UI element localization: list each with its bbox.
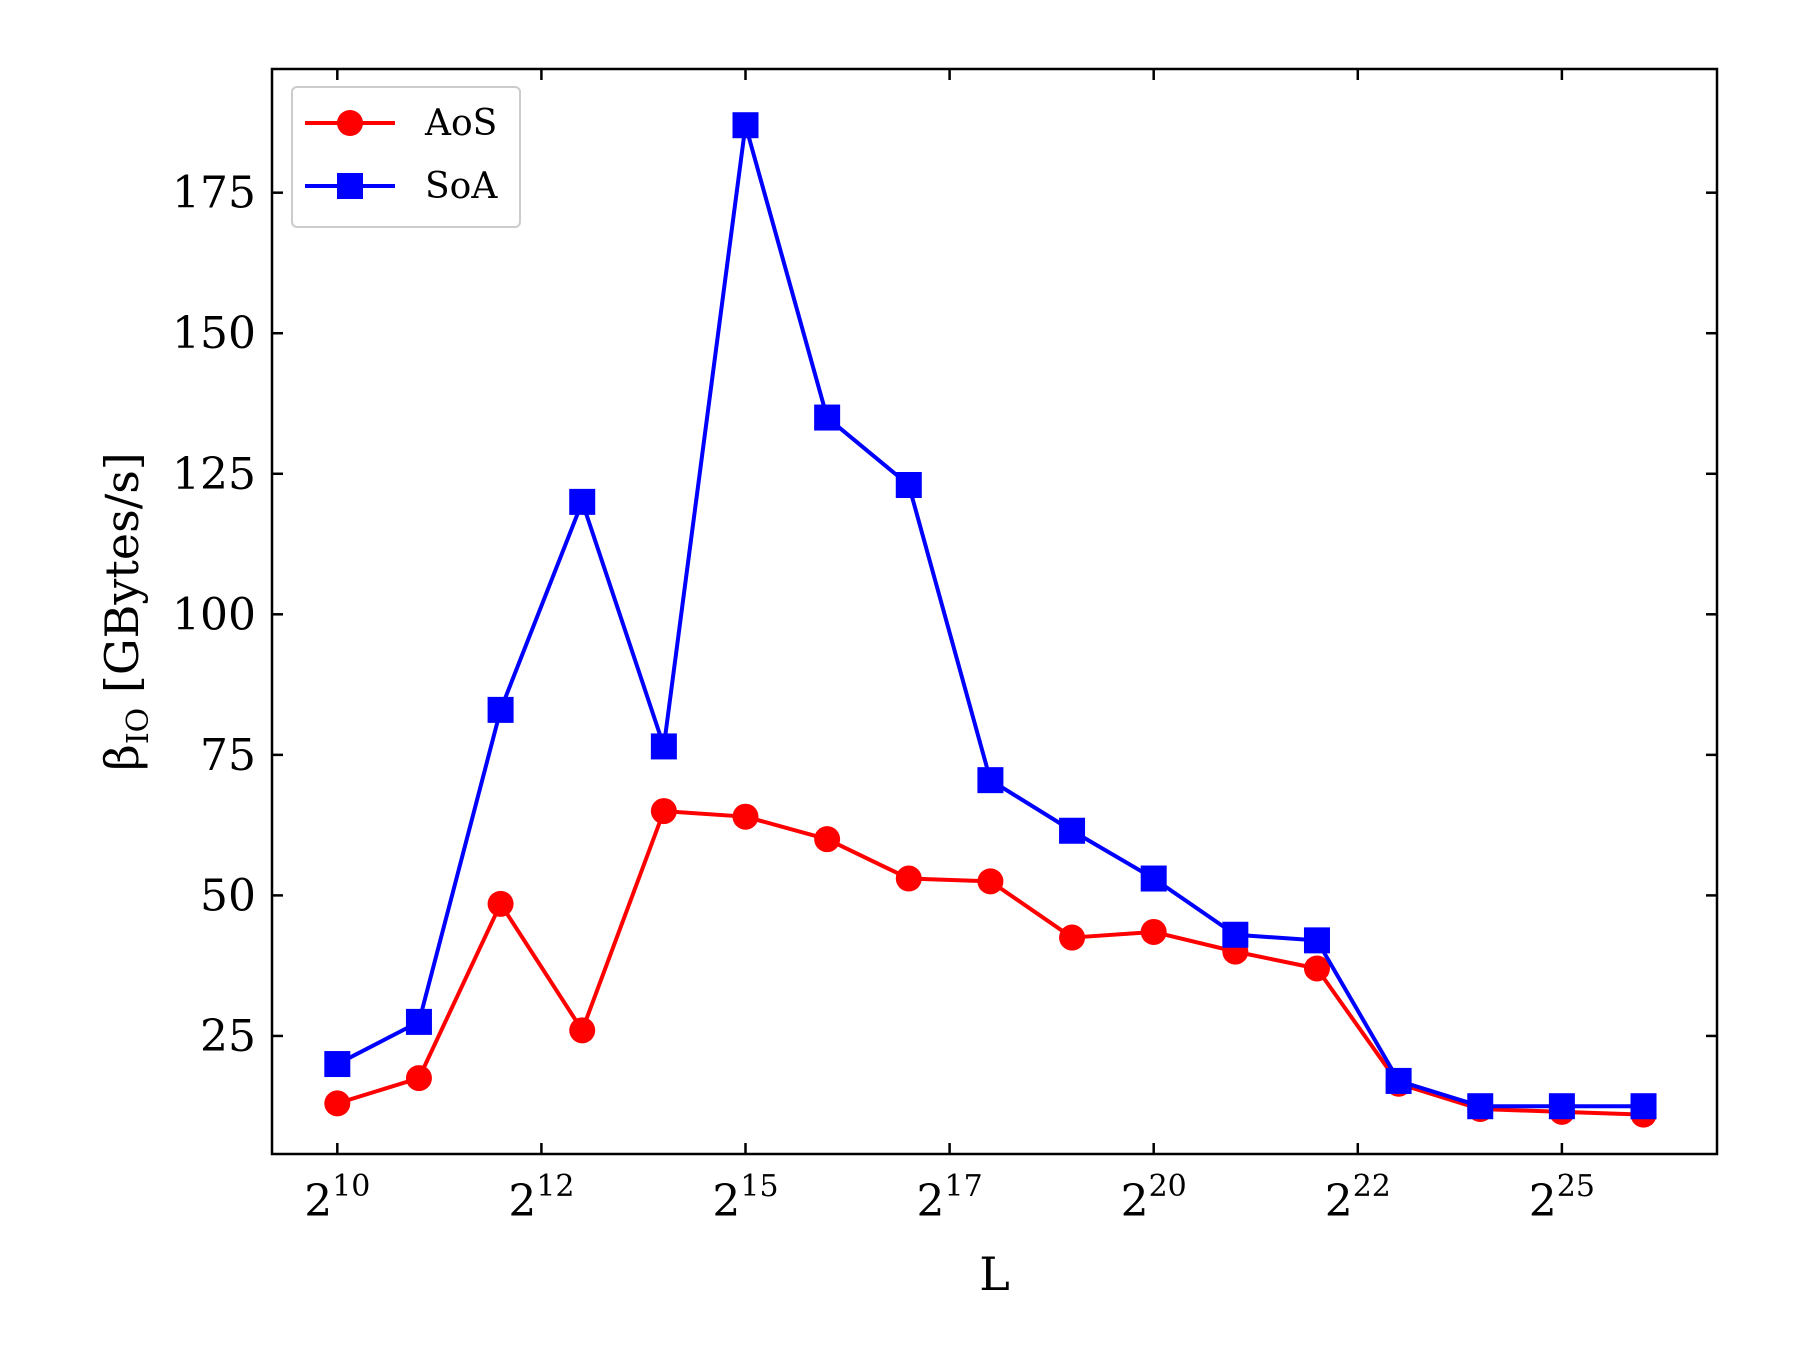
axis-ticks: 25 50 75 100 125 150 175 210 212 215 217 220 222 225: [172, 69, 1717, 1227]
data-point-soa: [487, 696, 514, 723]
y-tick-label: 75: [200, 730, 256, 781]
data-point-aos: [405, 1065, 432, 1092]
y-tick-label: 150: [172, 308, 256, 359]
data-point-soa: [324, 1051, 351, 1078]
data-point-soa: [1059, 817, 1086, 844]
y-axis-label-subscript: IO: [121, 708, 156, 744]
y-tick-label: 125: [172, 449, 256, 500]
data-point-aos: [650, 798, 677, 825]
data-point-aos: [732, 803, 759, 830]
data-point-soa: [405, 1008, 432, 1035]
data-point-aos: [977, 868, 1004, 895]
data-point-aos: [814, 826, 841, 853]
legend-marker-soa: [337, 173, 363, 199]
data-series: [324, 112, 1657, 1128]
y-axis-label-unit: [GBytes/s]: [95, 452, 149, 707]
data-point-soa: [1548, 1093, 1575, 1120]
data-point-soa: [1303, 927, 1330, 954]
legend: AoS SoA: [291, 86, 521, 228]
x-tick-label: 215: [712, 1169, 778, 1227]
data-point-soa: [1222, 921, 1249, 948]
data-point-soa: [895, 472, 922, 499]
data-point-soa: [814, 404, 841, 431]
data-point-soa: [569, 488, 596, 515]
x-tick-label: 220: [1121, 1169, 1187, 1227]
y-tick-label: 175: [172, 168, 256, 219]
data-point-soa: [1467, 1093, 1494, 1120]
series-aos: [324, 798, 1657, 1128]
data-point-soa: [977, 767, 1004, 794]
x-tick-label: 210: [304, 1169, 370, 1227]
data-point-aos: [569, 1017, 596, 1044]
y-axis-label-symbol: β: [95, 744, 149, 771]
y-tick-label: 50: [200, 870, 256, 921]
series-line-aos: [336, 809, 1644, 1117]
series-soa: [324, 112, 1657, 1120]
y-tick-label: 100: [172, 589, 256, 640]
data-point-aos: [324, 1090, 351, 1117]
x-tick-label: 217: [917, 1169, 983, 1227]
data-point-aos: [1059, 924, 1086, 951]
legend-label-aos: AoS: [424, 103, 497, 144]
x-tick-label: 222: [1325, 1169, 1391, 1227]
y-tick-label: 25: [200, 1011, 256, 1062]
legend-label-soa: SoA: [425, 166, 498, 207]
data-point-soa: [732, 112, 759, 139]
data-point-aos: [1303, 955, 1330, 982]
legend-marker-aos: [337, 110, 363, 136]
y-axis-label: βIO [GBytes/s]: [95, 452, 156, 771]
x-tick-label: 212: [508, 1169, 574, 1227]
data-point-soa: [650, 733, 677, 760]
x-axis-label: L: [979, 1247, 1010, 1301]
data-point-soa: [1630, 1093, 1657, 1120]
data-point-soa: [1140, 865, 1167, 892]
data-point-aos: [895, 865, 922, 892]
series-line-soa: [336, 123, 1644, 1109]
plot-area-frame: [270, 67, 1719, 1156]
data-point-aos: [1140, 918, 1167, 945]
x-tick-label: 225: [1529, 1169, 1595, 1227]
data-point-aos: [487, 890, 514, 917]
data-point-soa: [1385, 1067, 1412, 1094]
